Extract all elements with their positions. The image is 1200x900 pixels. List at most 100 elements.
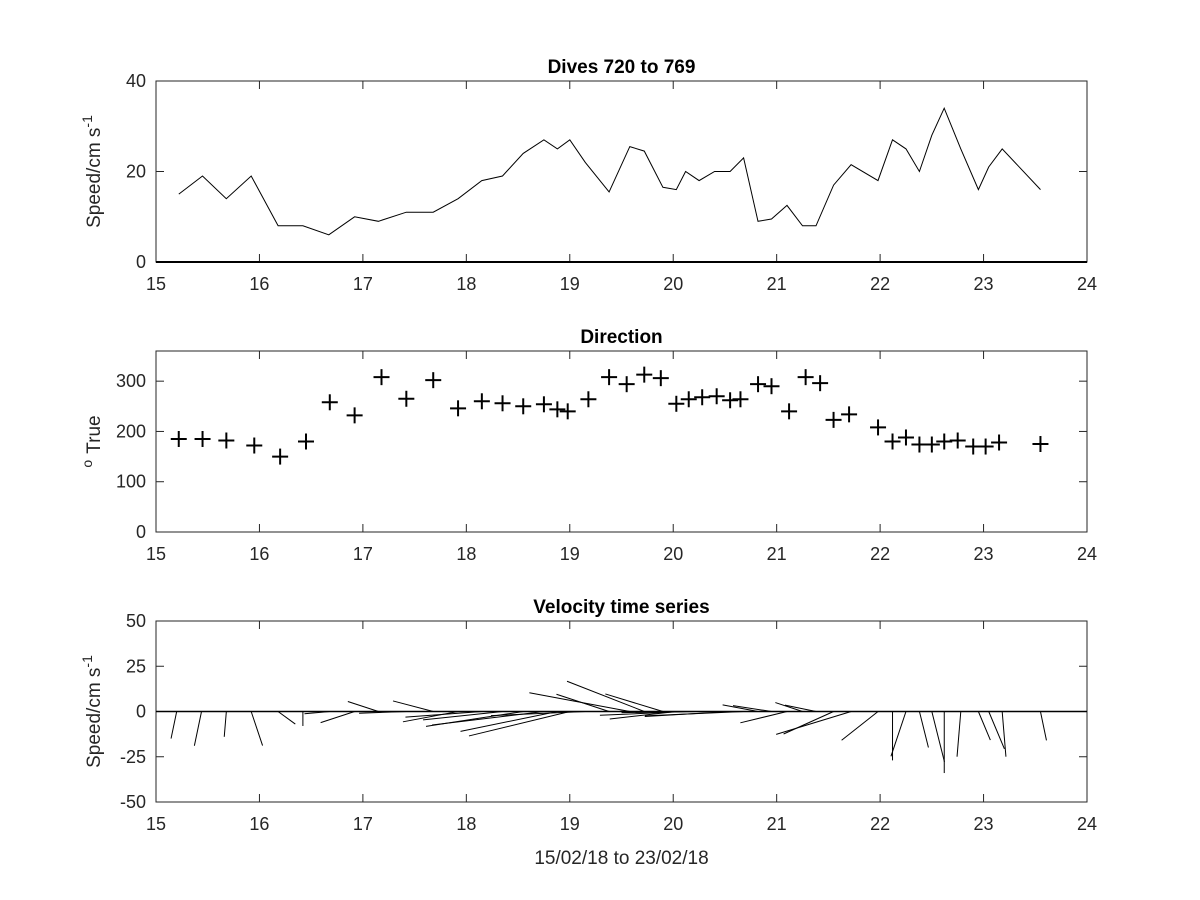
velocity-stick: [783, 711, 834, 735]
x-tick-label: 21: [767, 544, 787, 564]
y-tick-label: -50: [120, 792, 146, 812]
velocity-stick: [250, 711, 264, 746]
y-axis-label: Speed/cm s-1: [79, 115, 105, 228]
direction-marker: [825, 411, 842, 428]
direction-marker: [949, 432, 966, 449]
y-tick-label: 200: [116, 421, 146, 441]
direction-marker: [170, 430, 187, 447]
speed-panel: 15 16 17 18 19 20 21 22 23 24 0 20 40 Dives 720 to 76…: [79, 57, 1097, 294]
direction-marker: [841, 406, 858, 423]
direction-marker: [870, 419, 887, 436]
x-tick-label: 21: [767, 814, 787, 834]
y-tick-label: 0: [136, 252, 146, 272]
speed-line: [178, 106, 1041, 236]
x-tick-label: 24: [1077, 544, 1097, 564]
direction-marker: [601, 369, 618, 386]
y-axis-label-superscript: -1: [79, 115, 95, 128]
velocity-stick: [1039, 711, 1047, 741]
velocity-stick: [977, 711, 991, 741]
direction-marker: [373, 369, 390, 386]
x-tick-label: 22: [870, 544, 890, 564]
velocity-stick: [605, 693, 664, 712]
velocity-stick: [1001, 711, 1007, 757]
x-tick-label: 23: [974, 814, 994, 834]
direction-marker: [708, 388, 725, 405]
x-tick-label: 15: [146, 544, 166, 564]
velocity-stick: [347, 700, 379, 712]
y-tick-label: 40: [126, 71, 146, 91]
velocity-stick: [460, 711, 558, 732]
velocity-stick: [918, 711, 929, 748]
direction-marker: [694, 389, 711, 406]
x-tick-label: 16: [249, 814, 269, 834]
velocity-stick: [277, 711, 296, 725]
direction-marker: [218, 432, 235, 449]
velocity-stick: [304, 711, 330, 715]
velocity-stick: [193, 711, 203, 746]
y-tick-label: 300: [116, 371, 146, 391]
x-tick-label: 23: [974, 544, 994, 564]
y-axis-label-text: True: [84, 415, 105, 453]
x-tick-label: 18: [456, 544, 476, 564]
direction-marker: [297, 433, 314, 450]
x-tick-label: 20: [663, 274, 683, 294]
x-tick-label: 15: [146, 814, 166, 834]
y-axis-label: o True: [79, 415, 105, 467]
x-tick-label: 20: [663, 544, 683, 564]
direction-marker: [515, 398, 532, 415]
x-tick-label: 18: [456, 274, 476, 294]
direction-marker: [398, 390, 415, 407]
velocity-stick: [170, 711, 178, 739]
direction-marker: [1032, 436, 1049, 453]
velocity-stick: [890, 711, 907, 757]
direction-marker: [797, 369, 814, 386]
direction-marker: [897, 429, 914, 446]
x-tick-label: 24: [1077, 274, 1097, 294]
y-tick-label: 25: [126, 656, 146, 676]
x-tick-label: 15: [146, 274, 166, 294]
velocity-stick: [223, 711, 227, 737]
direction-marker: [977, 438, 994, 455]
x-tick-label: 24: [1077, 814, 1097, 834]
direction-marker: [722, 392, 739, 409]
direction-marker: [750, 376, 767, 393]
x-tick-label: 16: [249, 544, 269, 564]
velocity-stick: [402, 711, 459, 723]
x-tick-label: 17: [353, 544, 373, 564]
direction-marker: [812, 375, 829, 392]
direction-marker: [652, 370, 669, 387]
direction-marker: [559, 403, 576, 420]
velocity-stick: [423, 711, 503, 721]
direction-marker: [636, 366, 653, 383]
velocity-stick: [740, 711, 788, 724]
y-tick-label: 50: [126, 611, 146, 631]
chart-title: Velocity time series: [533, 597, 709, 618]
direction-marker: [763, 378, 780, 395]
direction-marker: [991, 434, 1008, 451]
y-axis-label-text: Speed/cm s: [84, 668, 105, 768]
direction-panel: 15 16 17 18 19 20 21 22 23 24 0 100 200 300 Direction o…: [79, 327, 1097, 564]
direction-marker: [781, 403, 798, 420]
direction-marker: [732, 391, 749, 408]
y-tick-label: 100: [116, 472, 146, 492]
direction-marker: [936, 433, 953, 450]
velocity-panel: 15 16 17 18 19 20 21 22 23 24 -50 -25 0 25 50 Velocity …: [79, 597, 1097, 869]
velocity-stick: [732, 705, 772, 712]
direction-marker: [246, 437, 263, 454]
direction-marker: [618, 376, 635, 393]
direction-marker: [321, 394, 338, 411]
axes-box: [155, 350, 1088, 533]
x-tick-label: 23: [974, 274, 994, 294]
direction-marker: [346, 407, 363, 424]
x-tick-label: 19: [560, 814, 580, 834]
x-tick-label: 20: [663, 814, 683, 834]
velocity-stick: [359, 711, 407, 714]
direction-marker: [668, 395, 685, 412]
y-axis-label-text: Speed/cm s: [84, 128, 105, 228]
velocity-stick: [405, 711, 482, 718]
direction-marker: [923, 436, 940, 453]
x-tick-label: 16: [249, 274, 269, 294]
x-axis-label: 15/02/18 to 23/02/18: [534, 848, 708, 869]
velocity-stick: [722, 704, 759, 712]
direction-marker: [580, 391, 597, 408]
